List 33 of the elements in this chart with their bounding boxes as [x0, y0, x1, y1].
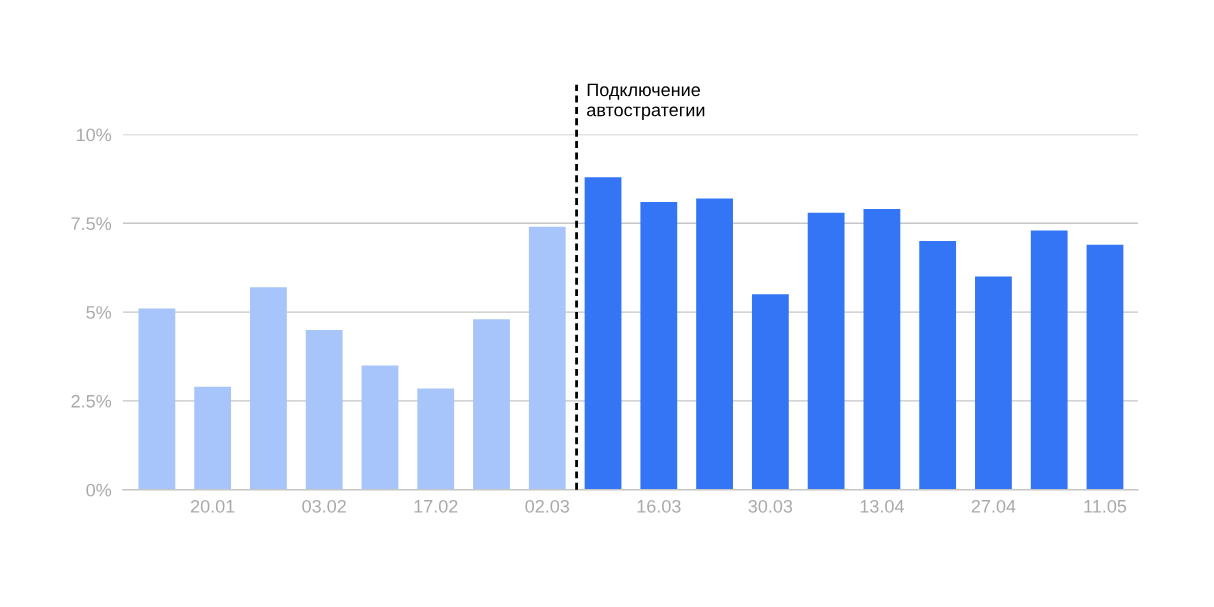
bar	[919, 241, 957, 490]
text: Подключение автостратегии	[587, 83, 705, 120]
x-tick-label: 03.02	[302, 499, 346, 513]
x-tick-label: 20.01	[190, 499, 235, 513]
x-tick-label: 17.02	[414, 499, 458, 513]
bar	[1030, 230, 1068, 490]
bar	[194, 386, 232, 490]
x-tick-label: 16.03	[637, 499, 681, 513]
bar	[305, 329, 343, 490]
bar	[863, 209, 901, 490]
bar	[361, 365, 399, 490]
bar	[417, 388, 455, 490]
y-tick-label: 10%	[76, 128, 112, 142]
bar	[975, 276, 1012, 490]
y-tick-label: 5%	[86, 306, 112, 319]
bar	[696, 198, 733, 490]
bar	[640, 202, 678, 490]
bar	[751, 294, 789, 490]
x-tick-label: 30.03	[748, 499, 793, 513]
y-tick-label: 2.5%	[71, 394, 112, 408]
x-tick-label: 13.04	[860, 499, 904, 513]
y-tick-label: 7.5%	[71, 217, 112, 231]
y-tick-label: 0%	[86, 483, 112, 497]
bar	[807, 212, 845, 490]
bar	[250, 287, 287, 490]
x-tick-label: 02.03	[525, 499, 570, 513]
x-tick-label: 11.05	[1084, 499, 1127, 513]
bar	[528, 226, 566, 490]
bar	[138, 308, 176, 490]
bar	[584, 177, 622, 490]
bar	[1086, 244, 1124, 490]
x-tick-label: 27.04	[971, 499, 1016, 513]
bar	[473, 319, 510, 490]
